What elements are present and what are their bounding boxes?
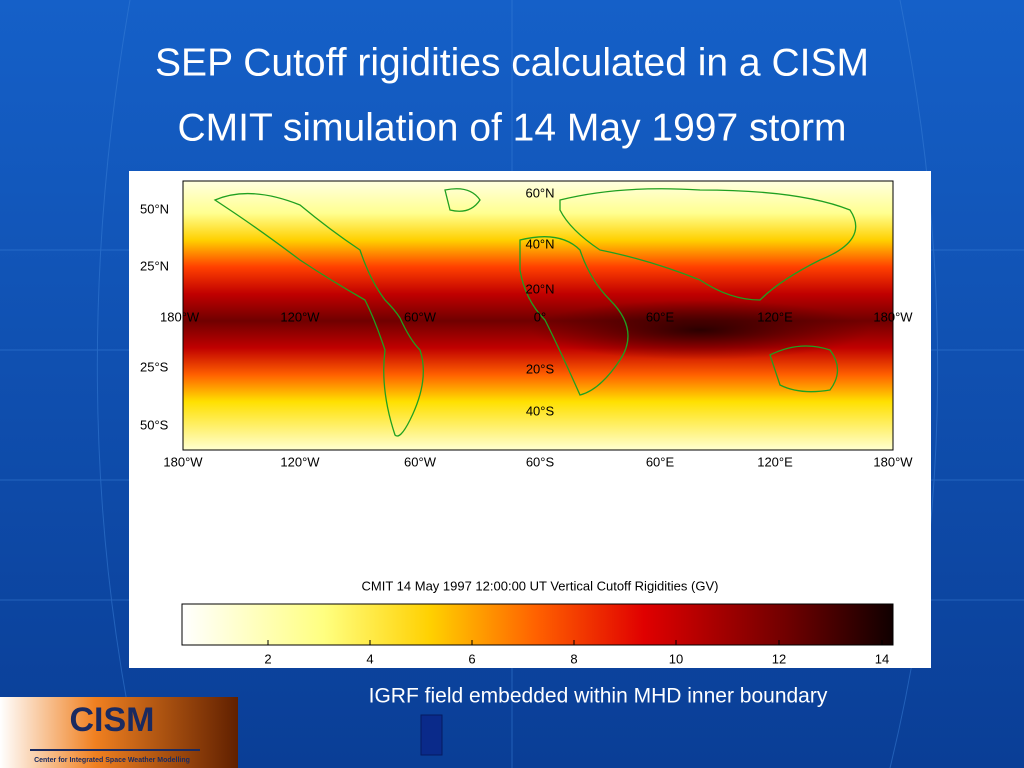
colorbar-tick-label: 2 — [264, 651, 271, 666]
colorbar — [181, 603, 894, 646]
lat-label: 40°S — [526, 403, 555, 418]
caption: IGRF field embedded within MHD inner bou… — [369, 685, 828, 708]
lon-label: 60°S — [526, 454, 555, 469]
lon-label: 60°E — [646, 309, 675, 324]
lat-label: 20°N — [525, 281, 554, 296]
lon-label: 120°E — [757, 454, 793, 469]
map-frame — [182, 180, 894, 451]
coastlines — [213, 188, 857, 437]
colorbar-ticks — [267, 640, 883, 645]
lon-label: 60°E — [646, 454, 675, 469]
inner-lat-labels: 60°N 40°N 20°N 20°S 40°S — [525, 185, 554, 418]
bottom-labels: 180°W 120°W 60°W 60°S 60°E 120°E 180°W — [163, 454, 913, 469]
colorbar-tick-label: 12 — [772, 651, 786, 666]
title-line: SEP Cutoff rigidities calculated in a CI… — [155, 41, 869, 84]
lat-label: 25°N — [140, 258, 169, 273]
title-line: CMIT simulation of 14 May 1997 storm — [177, 106, 846, 149]
colorbar-tick-label: 4 — [366, 651, 373, 666]
lon-label: 60°W — [404, 454, 437, 469]
middle-labels: 120°W 60°W 0° 60°E 120°E 180°W — [280, 309, 913, 324]
heatmap-maximum — [530, 300, 870, 360]
lon-label: 0° — [534, 309, 546, 324]
logo-subtitle: Center for Integrated Space Weather Mode… — [34, 757, 190, 764]
lon-label: 120°W — [280, 309, 320, 324]
logo: CISM Center for Integrated Space Weather… — [0, 697, 238, 768]
lon-label: 120°E — [757, 309, 793, 324]
colorbar-tick-label: 8 — [570, 651, 577, 666]
left-labels: 50°N 25°N 180°W 25°S 50°S — [140, 201, 200, 432]
lat-label: 50°N — [140, 201, 169, 216]
lon-label: 120°W — [280, 454, 320, 469]
colorbar-tick-label: 14 — [875, 651, 889, 666]
colorbar-tick-label: 10 — [669, 651, 683, 666]
lon-label: 60°W — [404, 309, 437, 324]
colorbar-tick-label: 6 — [468, 651, 475, 666]
lon-label: 180°W — [160, 309, 200, 324]
logo-background — [0, 697, 238, 768]
lon-label: 180°W — [163, 454, 203, 469]
lat-label: 50°S — [140, 417, 169, 432]
lat-label: 20°S — [526, 361, 555, 376]
colorbar-title: CMIT 14 May 1997 12:00:00 UT Vertical Cu… — [362, 578, 719, 593]
logo-name: CISM — [70, 701, 155, 739]
lat-label: 40°N — [525, 236, 554, 251]
decor-block — [420, 714, 443, 756]
lon-label: 180°W — [873, 454, 913, 469]
lat-label: 25°S — [140, 359, 169, 374]
lon-label: 180°W — [873, 309, 913, 324]
lat-label: 60°N — [525, 185, 554, 200]
colorbar-tick-labels: 2 4 6 8 10 12 14 — [264, 651, 889, 666]
